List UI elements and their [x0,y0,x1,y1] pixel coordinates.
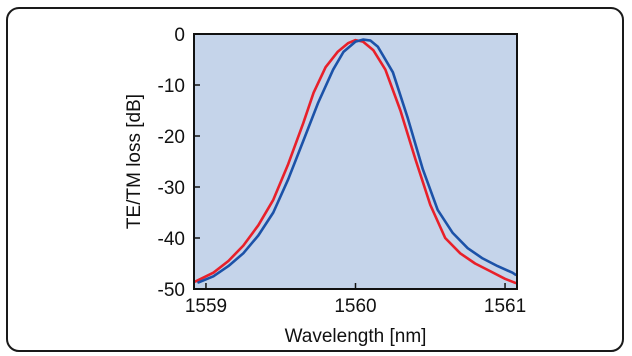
x-tick-label: 1561 [484,296,526,317]
y-tick-label: -20 [158,127,185,148]
x-tick-label: 1559 [185,296,227,317]
y-tick-label: 0 [174,25,185,46]
series-line-1 [194,38,517,285]
y-tick-label: -50 [158,280,185,301]
x-tick-label: 1560 [334,296,376,317]
y-axis-title: TE/TM loss [dB] [124,94,145,229]
y-tick-label: -40 [158,229,185,250]
x-axis: 1559 1560 1561 [185,283,526,317]
y-axis: 0 -10 -20 -30 -40 -50 [158,25,200,301]
x-axis-title: Wavelength [nm] [285,326,427,347]
series-layer [194,38,517,285]
y-tick-label: -30 [158,178,185,199]
series-line-2 [197,38,517,284]
plot-area [194,34,517,289]
y-tick-label: -10 [158,76,185,97]
